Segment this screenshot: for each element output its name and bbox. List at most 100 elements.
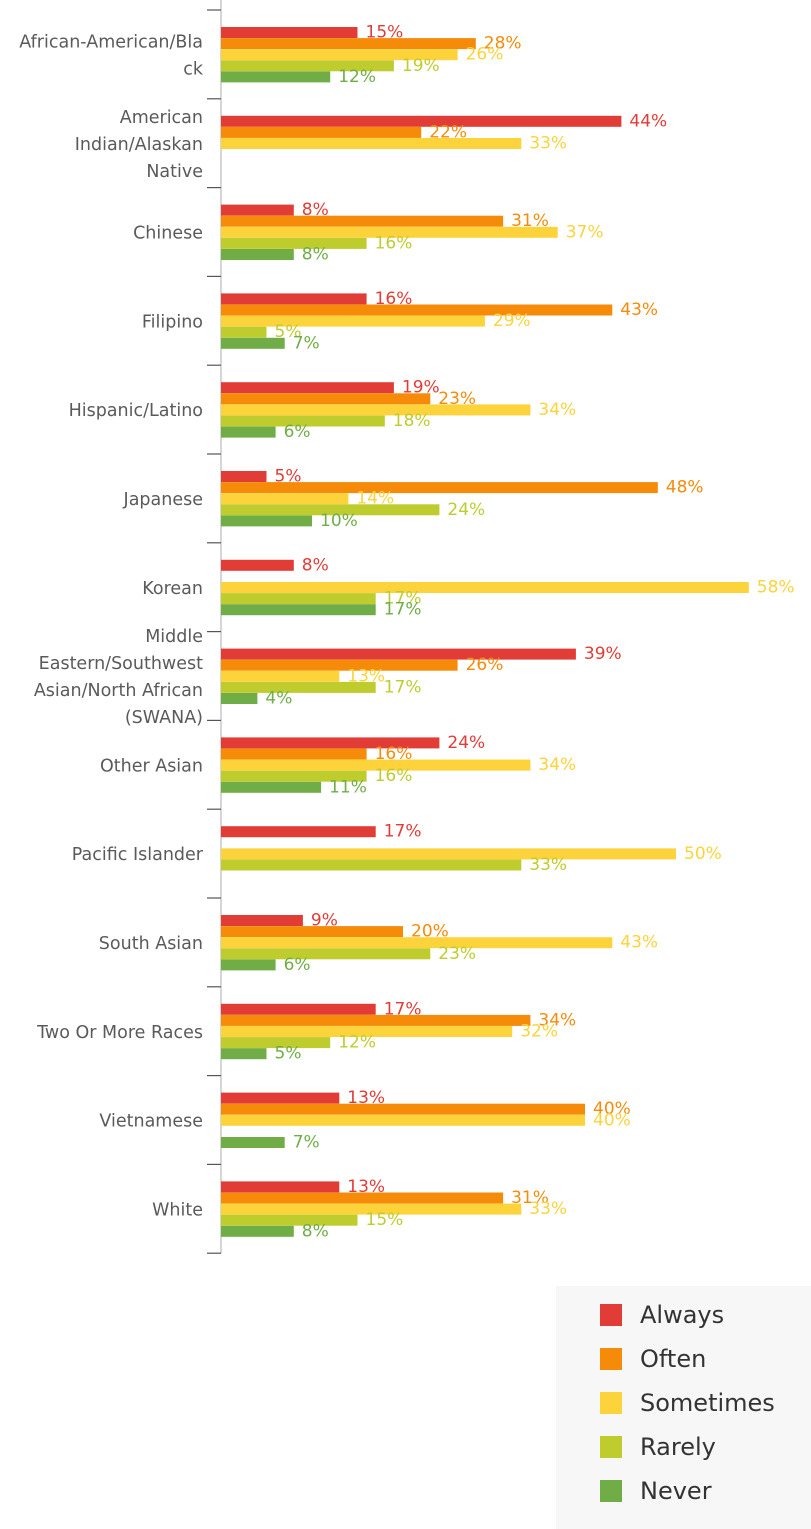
- data-label-other-asian-never: 11%: [329, 777, 367, 797]
- category-label-other-asian: Other Asian: [100, 756, 203, 776]
- data-label-other-asian-always: 24%: [447, 733, 485, 753]
- data-label-japanese-often: 48%: [666, 478, 704, 498]
- bar-filipino-always: [221, 293, 367, 305]
- legend-swatch-rarely: [600, 1436, 622, 1458]
- data-label-middle-eastern-southwest-asian-north-african-swana-never: 4%: [265, 689, 292, 709]
- data-label-korean-sometimes: 58%: [757, 578, 795, 598]
- category-label-pacific-islander: Pacific Islander: [72, 845, 204, 865]
- legend-swatch-sometimes: [600, 1392, 622, 1414]
- bar-american-indian-alaskan-native-often: [221, 126, 422, 138]
- data-label-american-indian-alaskan-native-always: 44%: [629, 111, 667, 131]
- bar-african-american-black-sometimes: [221, 49, 458, 61]
- bar-african-american-black-often: [221, 38, 476, 50]
- bar-vietnamese-often: [221, 1103, 585, 1115]
- data-label-hispanic-latino-never: 6%: [284, 422, 311, 442]
- data-label-vietnamese-never: 7%: [293, 1133, 320, 1153]
- bar-south-asian-sometimes: [221, 937, 613, 949]
- bar-vietnamese-never: [221, 1137, 285, 1148]
- data-label-white-never: 8%: [302, 1221, 329, 1241]
- data-label-filipino-sometimes: 29%: [493, 311, 531, 331]
- category-label-white: White: [152, 1200, 203, 1220]
- data-label-american-indian-alaskan-native-sometimes: 33%: [529, 134, 567, 154]
- data-label-american-indian-alaskan-native-often: 22%: [429, 122, 467, 142]
- data-label-japanese-sometimes: 14%: [356, 489, 394, 509]
- data-label-african-american-black-never: 12%: [338, 67, 376, 87]
- legend-item-never: Never: [600, 1476, 712, 1506]
- data-label-filipino-always: 16%: [375, 289, 413, 309]
- category-label-hispanic-latino: Hispanic/Latino: [69, 401, 203, 421]
- data-label-japanese-rarely: 24%: [447, 500, 485, 520]
- data-label-pacific-islander-sometimes: 50%: [684, 844, 722, 864]
- category-label-chinese: Chinese: [133, 224, 203, 244]
- data-label-pacific-islander-always: 17%: [384, 822, 422, 842]
- bar-korean-never: [221, 604, 376, 616]
- data-label-middle-eastern-southwest-asian-north-african-swana-always: 39%: [584, 644, 622, 664]
- data-label-vietnamese-often: 40%: [593, 1099, 631, 1119]
- bar-chinese-rarely: [221, 237, 367, 249]
- data-label-hispanic-latino-often: 23%: [438, 389, 476, 409]
- data-label-white-rarely: 15%: [366, 1210, 404, 1230]
- data-label-chinese-rarely: 16%: [375, 233, 413, 253]
- bar-pacific-islander-rarely: [221, 859, 522, 871]
- data-label-african-american-black-always: 15%: [366, 23, 404, 43]
- bar-middle-eastern-southwest-asian-north-african-swana-never: [221, 693, 258, 704]
- bar-hispanic-latino-often: [221, 393, 431, 405]
- legend-item-rarely: Rarely: [600, 1432, 716, 1462]
- bar-filipino-never: [221, 337, 285, 349]
- legend-label-always: Always: [640, 1301, 725, 1329]
- bar-hispanic-latino-always: [221, 382, 394, 394]
- bar-white-sometimes: [221, 1203, 522, 1215]
- bar-hispanic-latino-sometimes: [221, 404, 531, 416]
- data-label-chinese-always: 8%: [302, 200, 329, 220]
- legend-item-sometimes: Sometimes: [600, 1388, 775, 1418]
- data-label-two-or-more-races-always: 17%: [384, 999, 422, 1019]
- bar-pacific-islander-sometimes: [221, 848, 676, 860]
- bar-american-indian-alaskan-native-sometimes: [221, 138, 522, 149]
- bar-other-asian-often: [221, 748, 367, 760]
- category-label-american-indian-alaskan-native: American Indian/Alaskan Native: [75, 108, 203, 182]
- data-label-two-or-more-races-sometimes: 32%: [520, 1022, 558, 1042]
- bar-hispanic-latino-never: [221, 426, 276, 438]
- bar-pacific-islander-always: [221, 826, 376, 838]
- bar-other-asian-always: [221, 737, 440, 749]
- data-label-middle-eastern-southwest-asian-north-african-swana-sometimes: 13%: [347, 666, 385, 686]
- bar-chinese-often: [221, 215, 504, 227]
- data-label-middle-eastern-southwest-asian-north-african-swana-often: 26%: [466, 655, 504, 675]
- bar-middle-eastern-southwest-asian-north-african-swana-often: [221, 659, 458, 671]
- data-label-korean-rarely: 17%: [384, 589, 422, 609]
- bar-japanese-often: [221, 482, 658, 494]
- data-label-hispanic-latino-always: 19%: [402, 378, 440, 398]
- data-label-african-american-black-sometimes: 26%: [466, 45, 504, 65]
- legend-swatch-never: [600, 1480, 622, 1502]
- data-label-middle-eastern-southwest-asian-north-african-swana-rarely: 17%: [384, 677, 422, 697]
- bar-middle-eastern-southwest-asian-north-african-swana-always: [221, 648, 576, 660]
- category-label-two-or-more-races: Two Or More Races: [36, 1023, 203, 1043]
- category-label-japanese: Japanese: [123, 490, 203, 510]
- data-label-african-american-black-rarely: 19%: [402, 56, 440, 76]
- bar-japanese-sometimes: [221, 493, 349, 505]
- data-label-white-often: 31%: [511, 1188, 549, 1208]
- bar-african-american-black-never: [221, 71, 331, 83]
- data-label-south-asian-rarely: 23%: [438, 944, 476, 964]
- data-label-korean-never: 17%: [384, 600, 422, 620]
- bar-japanese-rarely: [221, 504, 440, 516]
- bar-filipino-rarely: [221, 326, 267, 338]
- bar-african-american-black-always: [221, 27, 358, 38]
- bar-white-often: [221, 1192, 504, 1204]
- bar-filipino-often: [221, 304, 613, 316]
- bar-other-asian-sometimes: [221, 759, 531, 771]
- data-label-japanese-never: 10%: [320, 511, 358, 531]
- bar-african-american-black-rarely: [221, 60, 394, 72]
- category-label-south-asian: South Asian: [99, 934, 203, 954]
- bar-two-or-more-races-always: [221, 1003, 376, 1015]
- category-label-filipino: Filipino: [142, 312, 203, 332]
- bar-other-asian-never: [221, 781, 322, 793]
- data-label-south-asian-sometimes: 43%: [620, 933, 658, 953]
- data-label-south-asian-always: 9%: [311, 911, 338, 931]
- bar-middle-eastern-southwest-asian-north-african-swana-sometimes: [221, 670, 340, 682]
- chart-area: African-American/Bla ck 15% 28% 26% 19% 12% Ame…: [19, 0, 795, 1254]
- data-label-chinese-sometimes: 37%: [566, 222, 604, 242]
- data-label-filipino-rarely: 5%: [275, 322, 302, 342]
- legend-label-rarely: Rarely: [640, 1433, 716, 1461]
- legend-label-often: Often: [640, 1345, 707, 1373]
